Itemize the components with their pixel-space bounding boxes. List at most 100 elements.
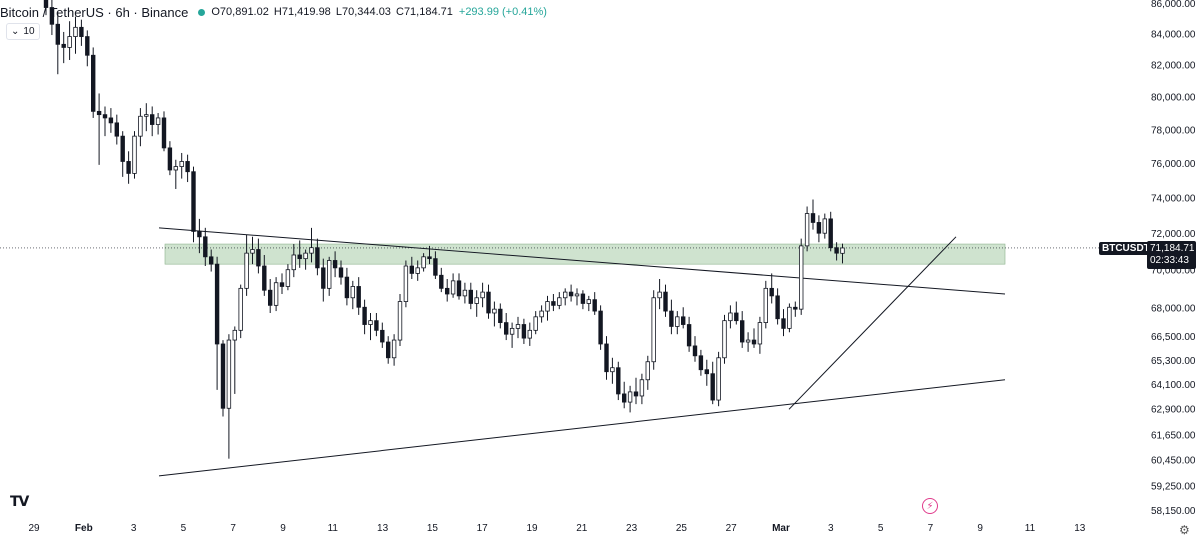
candle <box>374 312 379 337</box>
candle <box>545 295 550 321</box>
candle <box>132 131 137 179</box>
y-tick-label: 74,000.00 <box>1151 194 1196 205</box>
candle <box>610 357 615 384</box>
candle <box>763 280 768 329</box>
candle <box>214 256 220 390</box>
candle <box>49 0 55 36</box>
x-tick-label: Feb <box>75 523 93 534</box>
y-tick-label: 60,450.00 <box>1151 456 1196 467</box>
candle <box>144 103 149 132</box>
x-tick-label: 27 <box>726 523 738 534</box>
x-tick-label: 9 <box>280 523 286 534</box>
candle <box>527 322 532 346</box>
x-tick-label: 11 <box>328 523 339 534</box>
candle <box>356 277 361 315</box>
candle <box>108 108 114 133</box>
low-value: L70,344.03 <box>335 6 391 18</box>
candle <box>73 16 78 54</box>
y-tick-label: 65,300.00 <box>1151 356 1196 367</box>
y-tick-label: 70,000.00 <box>1151 266 1196 277</box>
candle <box>745 332 751 352</box>
candle <box>692 336 698 362</box>
lightning-icon[interactable]: ⚡ <box>922 498 938 514</box>
candle <box>509 322 515 348</box>
candle <box>704 359 709 386</box>
candle <box>563 288 568 306</box>
candle <box>179 152 184 179</box>
ohlc-values: O70,891.02 H71,419.98 L70,344.03 C71,184… <box>211 6 455 18</box>
x-tick-label: 7 <box>928 523 934 534</box>
candle <box>250 236 255 265</box>
candle <box>781 309 786 337</box>
candle <box>55 12 60 75</box>
candle <box>173 159 178 189</box>
x-tick-label: 13 <box>377 523 389 534</box>
candle <box>85 30 90 67</box>
candle <box>468 282 473 310</box>
candle <box>138 108 143 147</box>
candle <box>102 106 108 137</box>
candle <box>433 251 438 279</box>
candle <box>161 111 167 152</box>
candle <box>397 293 403 346</box>
y-tick-label: 61,650.00 <box>1151 430 1196 441</box>
x-tick-label: 13 <box>1074 523 1086 534</box>
trendline <box>788 236 957 410</box>
open-value: O70,891.02 <box>211 6 269 18</box>
candle <box>291 244 296 278</box>
x-tick-label: 9 <box>977 523 983 534</box>
candle <box>267 278 273 313</box>
candle <box>568 284 574 302</box>
y-tick-label: 82,000.00 <box>1151 61 1196 72</box>
x-tick-label: 21 <box>576 523 588 534</box>
candle <box>279 273 285 294</box>
candle <box>232 326 237 394</box>
candle <box>149 106 155 137</box>
x-tick-label: 3 <box>131 523 137 534</box>
candle <box>710 361 715 405</box>
candle <box>427 245 432 265</box>
candle <box>273 277 279 312</box>
candle <box>96 93 102 165</box>
candle <box>326 256 332 296</box>
x-axis[interactable]: 29 Feb 3 5 7 9 11 13 15 17 19 21 23 25 27 Mar 3 5 7 9 11 13 <box>28 523 1085 534</box>
y-tick-label: 59,250.00 <box>1151 482 1196 493</box>
candle <box>380 322 385 348</box>
y-axis[interactable]: 86,000.00 84,000.00 82,000.00 80,000.00 78,0… <box>1151 0 1196 517</box>
candle <box>362 299 367 335</box>
candle <box>592 292 597 315</box>
candle <box>657 278 662 310</box>
candle <box>740 311 745 348</box>
candle <box>315 238 320 276</box>
candle <box>480 282 485 308</box>
x-tick-label: 17 <box>477 523 489 534</box>
candle <box>421 253 426 272</box>
change-value: +293.99 (+0.41%) <box>458 6 547 18</box>
candle <box>810 199 816 230</box>
candle <box>208 249 214 272</box>
candle <box>61 31 66 64</box>
candle <box>344 267 350 306</box>
candle <box>828 211 833 252</box>
candle <box>734 301 739 325</box>
candle <box>551 293 556 312</box>
candle <box>256 238 261 274</box>
x-tick-label: 5 <box>181 523 187 534</box>
candle <box>262 254 267 296</box>
candle <box>698 349 704 376</box>
x-tick-label: 23 <box>626 523 638 534</box>
candle <box>751 328 757 348</box>
y-tick-label: 66,500.00 <box>1151 332 1196 343</box>
gear-icon[interactable]: ⚙ <box>1179 523 1190 537</box>
tradingview-logo-icon[interactable]: TV <box>10 494 29 510</box>
candle <box>450 273 456 298</box>
candle <box>338 260 344 285</box>
candle <box>368 312 373 341</box>
y-tick-label: 58,150.00 <box>1151 506 1196 517</box>
candle <box>439 267 444 293</box>
candle <box>834 242 839 261</box>
resistance-zone <box>164 243 1006 265</box>
volume-toggle[interactable]: ⌄ 10 <box>6 23 40 40</box>
symbol-title[interactable]: Bitcoin / TetherUS · 6h · Binance <box>0 4 189 20</box>
